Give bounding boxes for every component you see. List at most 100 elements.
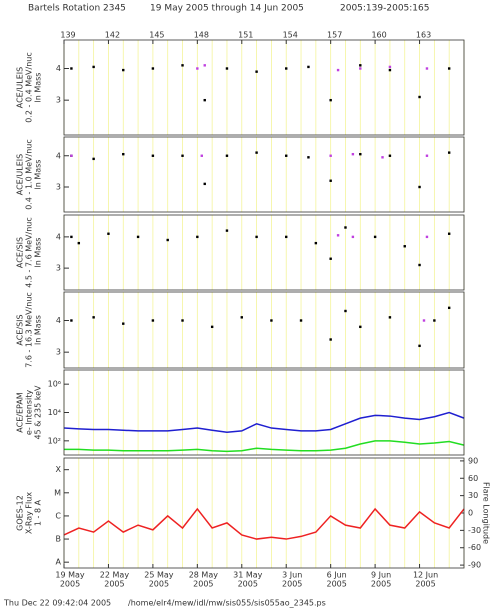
point	[151, 154, 155, 157]
y-tick-label: 10⁶	[48, 380, 61, 389]
point	[447, 151, 451, 154]
point	[344, 226, 347, 229]
point	[314, 241, 318, 245]
point	[359, 67, 362, 70]
point	[351, 152, 355, 156]
point	[181, 319, 184, 322]
point	[329, 179, 332, 182]
y-tick-label: 4	[56, 151, 61, 160]
x-tick-sublabel: 2005	[326, 580, 346, 589]
y-axis-label: X-Ray Flux	[25, 492, 34, 534]
x2-tick-label: 151	[238, 31, 253, 40]
x-tick-label: 3 Jun	[282, 571, 302, 580]
line	[63, 507, 465, 540]
x-tick-sublabel: 2005	[193, 580, 213, 589]
y-axis-label: 1 - 8 A	[34, 499, 43, 526]
point	[422, 319, 426, 322]
x-tick-sublabel: 2005	[415, 580, 435, 589]
y-tick-label: 3	[56, 183, 61, 192]
x-tick-label: 22 May	[100, 571, 130, 580]
point	[329, 154, 332, 157]
panel	[64, 292, 464, 368]
point	[200, 154, 203, 157]
point	[418, 344, 421, 348]
y-tick-label: B	[56, 535, 62, 544]
panel	[64, 215, 464, 290]
point	[240, 316, 243, 319]
point	[92, 316, 95, 319]
y-axis-label: ACE/ULEIS	[16, 67, 25, 108]
point	[181, 64, 184, 67]
point	[344, 309, 347, 313]
y2-tick-label: 0	[468, 509, 473, 518]
point	[329, 257, 332, 260]
point	[70, 235, 73, 239]
y-axis-label: ln Mass	[34, 238, 43, 268]
y-axis-label: 0.2 - 0.4 MeV/nuc	[25, 52, 34, 123]
panel	[64, 458, 464, 568]
y-axis-label: e- Intensity	[25, 390, 34, 435]
y-axis-label: ln Mass	[34, 160, 43, 190]
point	[70, 154, 73, 157]
x-tick-label: 25 May	[144, 571, 174, 580]
y-tick-label: 3	[56, 96, 61, 105]
x-tick-sublabel: 2005	[149, 580, 169, 589]
y-tick-label: 4	[56, 64, 61, 73]
point	[166, 238, 169, 242]
y-tick-label: 3	[56, 264, 61, 273]
y2-tick-label: 60	[468, 474, 478, 483]
y2-tick-label: -90	[468, 561, 481, 570]
point	[196, 67, 199, 70]
point	[225, 67, 229, 70]
x2-tick-label: 148	[194, 31, 209, 40]
y2-tick-label: -30	[468, 526, 481, 535]
point	[425, 67, 429, 70]
x-tick-sublabel: 2005	[60, 580, 80, 589]
point	[225, 229, 229, 232]
x2-tick-label: 142	[105, 31, 120, 40]
y-tick-label: 10⁴	[48, 408, 61, 417]
x-tick-label: 31 May	[233, 571, 263, 580]
y-axis-label: ACE/SIS	[16, 237, 25, 268]
point	[196, 235, 199, 239]
point	[285, 235, 288, 239]
x-tick-label: 12 Jun	[413, 571, 438, 580]
point	[122, 152, 125, 156]
y-axis-label: 4.5 - 7.6 MeV/nuc	[25, 217, 34, 288]
point	[359, 325, 362, 329]
point	[425, 154, 429, 157]
y-tick-label: 4	[56, 316, 61, 325]
date-range: 19 May 2005 through 14 Jun 2005	[150, 4, 304, 14]
point	[336, 68, 340, 72]
point	[373, 235, 377, 239]
x2-tick-label: 154	[283, 31, 298, 40]
x-tick-label: 6 Jun	[327, 571, 347, 580]
point	[447, 67, 451, 70]
point	[285, 67, 288, 70]
panel	[64, 40, 464, 135]
y-axis-label: GOES-12	[16, 495, 25, 531]
point	[418, 263, 421, 267]
y-tick-label: C	[55, 511, 61, 520]
y-axis-label: 45 & 235 keV	[34, 385, 43, 440]
x2-tick-label: 160	[371, 31, 386, 40]
y2-tick-label: 30	[468, 491, 478, 500]
x2-tick-label: 145	[149, 31, 164, 40]
x-tick-sublabel: 2005	[371, 580, 391, 589]
x-tick-label: 19 May	[55, 571, 85, 580]
y-axis-label: ln Mass	[34, 315, 43, 345]
point	[270, 319, 273, 322]
point	[122, 322, 125, 325]
panel-frame	[63, 39, 465, 136]
y-axis-label: 0.4 - 1.0 MeV/nuc	[25, 139, 34, 210]
point	[107, 232, 110, 235]
point	[381, 156, 384, 159]
point	[92, 65, 95, 69]
point	[255, 70, 258, 73]
point	[359, 64, 362, 67]
point	[70, 67, 73, 70]
x-tick-label: 9 Jun	[371, 571, 391, 580]
y-axis-label: ln Mass	[34, 73, 43, 103]
point	[70, 319, 73, 322]
y-tick-label: X	[56, 465, 62, 474]
